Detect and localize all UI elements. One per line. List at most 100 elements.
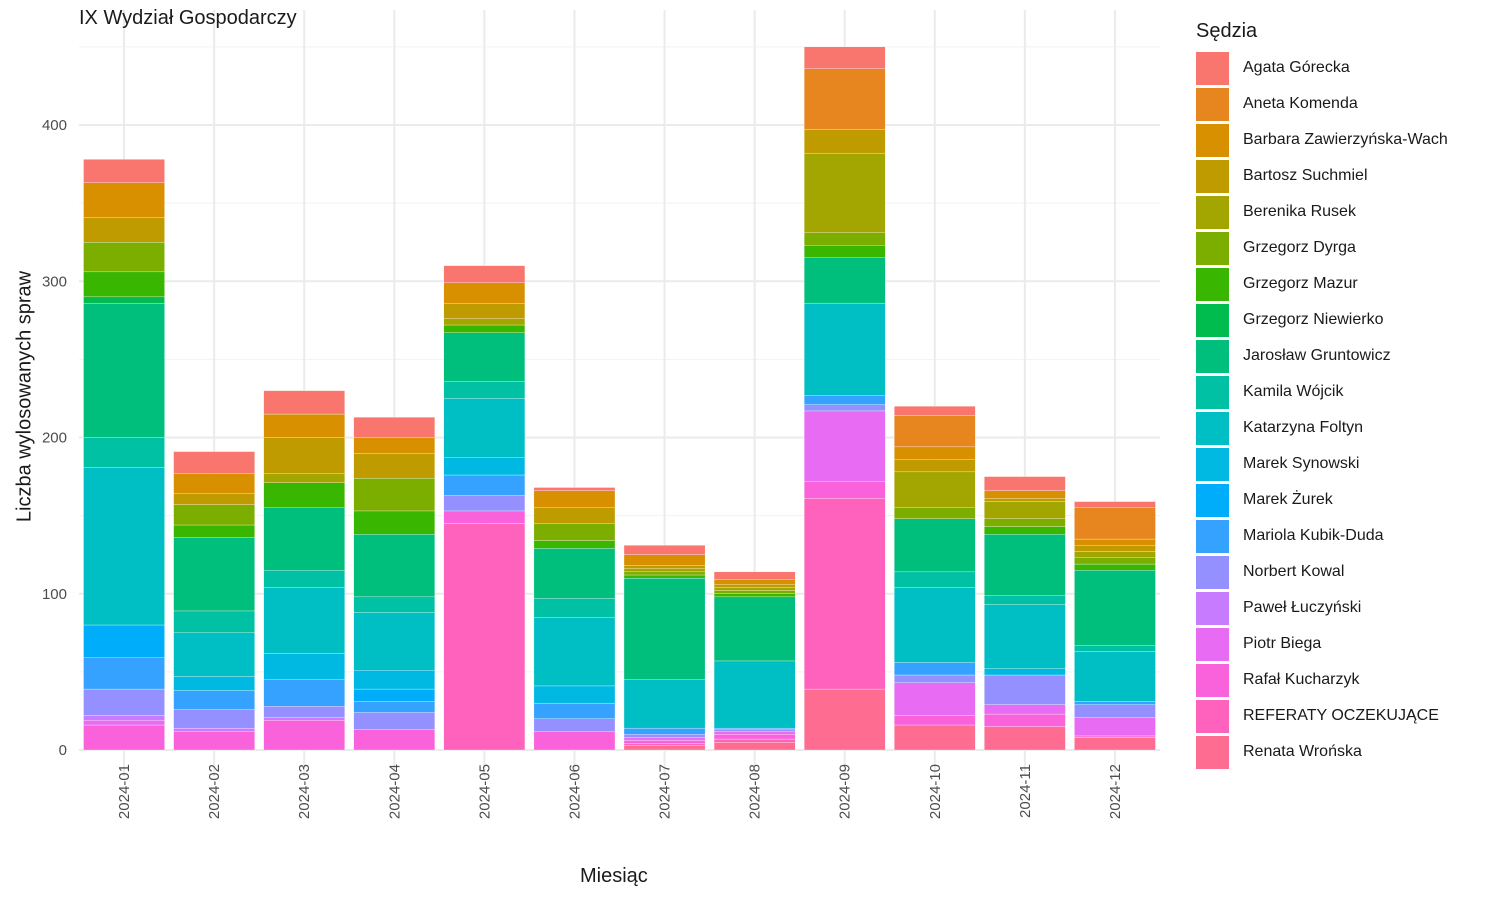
legend-swatch [1196,375,1229,409]
bar-segment [1074,651,1156,702]
bar-segment [804,410,886,482]
bar-segment [173,473,255,494]
bar-segment [173,727,255,732]
legend-item: Kamila Wójcik [1196,374,1448,410]
bar-segment [713,579,796,585]
bar-segment [353,612,435,671]
legend-label: Mariola Kubik-Duda [1243,527,1384,544]
bar-segment [713,584,796,588]
bar-segment [623,737,706,741]
bar-segment [1074,501,1156,508]
bar-segment [263,570,345,588]
bar-segment [263,507,345,571]
bar-segment [443,495,526,512]
bar-segment [804,688,886,751]
x-tick-label: 2024-03 [296,764,313,819]
bar-segment [713,738,796,743]
legend-swatch [1196,195,1229,229]
bar-segment [263,413,345,438]
bar-segment [713,731,796,735]
bar-segment [263,679,345,707]
legend-label: Jarosław Gruntowicz [1243,347,1391,364]
x-tick-label: 2024-04 [386,764,403,819]
legend-swatch [1196,339,1229,373]
bar-segment [894,518,976,573]
bar-segment [984,490,1066,499]
bar-segment [1074,545,1156,552]
bar-segment [984,668,1066,676]
bar-segment [353,437,435,454]
bar-segment [443,398,526,458]
bar-segment [533,540,616,549]
legend-item: Mariola Kubik-Duda [1196,518,1448,554]
bar-segment [713,660,796,729]
bar-segment [804,46,886,69]
bar-segment [83,437,165,468]
legend-label: Grzegorz Niewierko [1243,311,1384,328]
legend-label: Aneta Komenda [1243,95,1358,112]
bar-segment [713,587,796,591]
bar-segment [173,493,255,505]
bar-segment [173,632,255,677]
bar-segment [623,574,706,579]
bar-segment [353,534,435,598]
legend-label: Bartosz Suchmiel [1243,167,1368,184]
bar-segment [713,596,796,662]
bar-segment [713,590,796,594]
legend-label: REFERATY OCZEKUJĄCE [1243,707,1439,724]
legend-label: Marek Żurek [1243,491,1333,508]
legend-label: Agata Górecka [1243,59,1350,76]
bar-segment [173,731,255,751]
bar-segment [804,404,886,412]
legend-item: Barbara Zawierzyńska-Wach [1196,122,1448,158]
x-tick-label: 2024-10 [927,764,944,819]
bar-segment [263,706,345,718]
bar-segment [623,743,706,746]
bar-segment [353,688,435,702]
bar-segment [173,524,255,538]
x-tick-label: 2024-05 [476,764,493,819]
bar-segment [713,734,796,740]
y-tick-label: 0 [59,742,67,759]
bar-segment [443,510,526,524]
bar-segment [263,390,345,415]
bar-segment [804,498,886,690]
bar-segment [894,587,976,663]
legend-item: Marek Synowski [1196,446,1448,482]
legend-item: Grzegorz Mazur [1196,266,1448,302]
bar-segment [533,685,616,704]
bar-segment [263,652,345,680]
x-axis-label: Miesiąc [580,865,648,887]
bar-segment [623,545,706,555]
legend-label: Grzegorz Mazur [1243,275,1358,292]
bar-segment [533,548,616,599]
x-axis-ticks: 2024-01 2024-02 2024-03 2024-04 2024-05 2024-… [116,764,1124,819]
bar-segment [894,571,976,588]
legend-label: Paweł Łuczyński [1243,599,1362,616]
bar-segment [83,296,165,304]
bar-segment [804,245,886,258]
bars [83,46,1156,751]
legend-item: Berenika Rusek [1196,194,1448,230]
bar-segment [1074,507,1156,540]
bar-segment [443,332,526,382]
bar-segment [533,598,616,618]
bar-segment [533,490,616,508]
bar-segment [984,501,1066,519]
legend-label: Rafał Kucharzyk [1243,671,1360,688]
bar-segment [804,232,886,246]
legend-label: Renata Wrońska [1243,743,1362,760]
bar-segment [353,417,435,438]
bar-segment [1074,551,1156,558]
bar-segment [263,717,345,721]
bar-segment [353,701,435,713]
bar-segment [984,674,1066,705]
x-tick-label: 2024-01 [116,764,133,819]
bar-segment [1074,717,1156,737]
legend-item: REFERATY OCZEKUJĄCE [1196,698,1448,734]
bar-segment [804,481,886,499]
bar-segment [623,565,706,569]
bar-segment [1074,570,1156,646]
bar-segment [83,467,165,626]
x-tick-label: 2024-09 [837,764,854,819]
